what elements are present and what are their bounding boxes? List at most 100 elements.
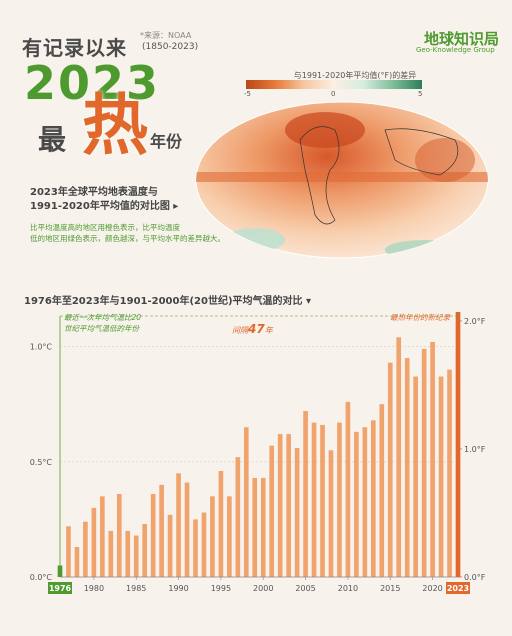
bar-2008	[328, 450, 334, 577]
continent-outline	[384, 128, 459, 176]
record-annotation: 最热年份的新纪录	[390, 313, 450, 322]
map-caption: 2023年全球平均地表温度与 1991-2020年平均值的对比图 ▸	[30, 186, 178, 214]
x-tick-label: 2005	[295, 584, 315, 593]
chart-bars	[57, 312, 461, 577]
hot-spot-north	[285, 112, 365, 148]
scale-min-label: -5	[244, 90, 251, 98]
x-tick-label: 2010	[338, 584, 358, 593]
bar-2018	[413, 376, 418, 577]
y-tick-label-f: 0.0°F	[464, 573, 486, 582]
first-year-label: 1976	[49, 584, 72, 593]
bar-2019	[421, 348, 427, 577]
period-label: (1850-2023)	[142, 42, 199, 52]
bar-2014	[379, 404, 385, 577]
chart-labels: 0.0°C 0.5°C 1.0°C 0.0°F 1.0°F 2.0°F 1980 1985 19…	[30, 317, 486, 594]
bar-1985	[133, 535, 139, 577]
x-tick-label: 1995	[211, 584, 231, 593]
bar-1979	[83, 521, 88, 577]
map-caption-line: 1991-2020年平均值的对比图 ▸	[30, 201, 179, 212]
bar-1977	[66, 526, 71, 577]
x-tick-label: 1980	[84, 584, 104, 593]
bar-1989	[167, 514, 173, 577]
page-title: 有记录以来	[22, 36, 127, 60]
bar-1995	[218, 471, 224, 577]
bar-2021	[438, 376, 444, 577]
last-year-box	[446, 582, 470, 594]
y-tick-label-c: 0.5°C	[30, 458, 53, 467]
bar-2012	[362, 427, 368, 577]
warm-band	[196, 172, 488, 182]
bar-1994	[210, 496, 215, 577]
bar-1997	[235, 457, 241, 577]
bar-1998	[243, 427, 249, 577]
x-tick-label: 1985	[126, 584, 146, 593]
bar-1992	[193, 519, 198, 577]
first-year-box	[48, 582, 72, 594]
bar-1996	[227, 496, 232, 577]
cool-spot-south	[225, 228, 285, 252]
left-annotation-text: 最近一次年均气温比20	[64, 313, 141, 322]
map-note-line: 低的地区用绿色表示，颜色越深，与平均水平的差异越大。	[30, 234, 225, 243]
bar-1983	[116, 494, 122, 577]
headline-year: 2023	[24, 56, 161, 110]
bar-1993	[201, 512, 207, 577]
gap-annotation: 间隔47年	[232, 322, 274, 336]
chart-annotations: 最近一次年均气温比20 世纪平均气温低的年份 间隔47年 最热年份的新纪录	[59, 313, 458, 577]
bar-1978	[74, 547, 80, 577]
chart-section-title: 1976年至2023年与1901-2000年(20世纪)平均气温的对比 ▾	[24, 296, 312, 307]
hot-spot-east	[415, 138, 475, 182]
scale-max-label: 5	[418, 90, 423, 98]
bar-1999	[252, 477, 258, 577]
bar-2000	[260, 477, 266, 577]
y-tick-label-f: 1.0°F	[464, 445, 486, 454]
bar-2009	[337, 422, 342, 577]
temperature-bar-chart: 0.0°C 0.5°C 1.0°C 0.0°F 1.0°F 2.0°F 1980 1985 19…	[30, 312, 486, 594]
bar-1986	[142, 524, 148, 577]
bar-2013	[370, 420, 376, 577]
bar-1984	[125, 530, 131, 577]
scale-mid-label: 0	[331, 90, 336, 98]
chart-axes	[60, 312, 462, 580]
color-scale-bar	[246, 80, 422, 89]
map-caption-line: 2023年全球平均地表温度与	[30, 187, 158, 198]
bar-2017	[404, 358, 410, 577]
brand-logo: 地球知识局	[424, 30, 500, 48]
continent-outline	[299, 126, 340, 225]
cool-spot-antarctic	[385, 240, 465, 258]
world-temperature-map	[195, 101, 489, 259]
x-tick-label: 2020	[422, 584, 442, 593]
bar-1982	[108, 530, 114, 577]
bar-2001	[269, 445, 275, 577]
bar-1987	[150, 494, 156, 577]
left-annotation-text: 世纪平均气温低的年份	[64, 324, 140, 333]
bar-1980	[91, 507, 97, 577]
x-tick-label: 2000	[253, 584, 273, 593]
last-year-label: 2023	[447, 584, 469, 593]
y-tick-label-c: 0.0°C	[30, 573, 53, 582]
x-tick-label: 1990	[168, 584, 188, 593]
map-note-line: 比平均温度高的地区用橙色表示，比平均温度	[30, 223, 180, 232]
bar-2016	[396, 337, 402, 577]
bar-1991	[184, 482, 190, 577]
headline-suffix: 年份	[150, 132, 183, 151]
bar-1981	[100, 496, 105, 577]
brand-logo-subtitle: Geo-Knowledge Group	[416, 46, 495, 54]
headline-hot: 热	[82, 87, 148, 164]
bar-2005	[303, 411, 308, 577]
x-tick-label: 2015	[380, 584, 400, 593]
bar-2020	[430, 341, 435, 577]
bar-2006	[311, 422, 317, 577]
y-tick-label-c: 1.0°C	[30, 343, 53, 352]
headline-most: 最	[38, 123, 67, 156]
bar-2004	[294, 447, 300, 577]
color-scale-title: 与1991-2020年平均值(°F)的差异	[293, 71, 417, 80]
bar-2003	[286, 434, 291, 577]
map-note: 比平均温度高的地区用橙色表示，比平均温度 低的地区用绿色表示，颜色越深，与平均水…	[30, 222, 230, 244]
source-label: *来源：NOAA	[140, 31, 192, 40]
bar-2015	[387, 362, 393, 577]
bar-1990	[176, 473, 181, 577]
bar-2011	[354, 431, 359, 577]
bar-2010	[345, 401, 351, 577]
bar-2002	[277, 434, 283, 577]
bar-2022	[447, 369, 452, 577]
